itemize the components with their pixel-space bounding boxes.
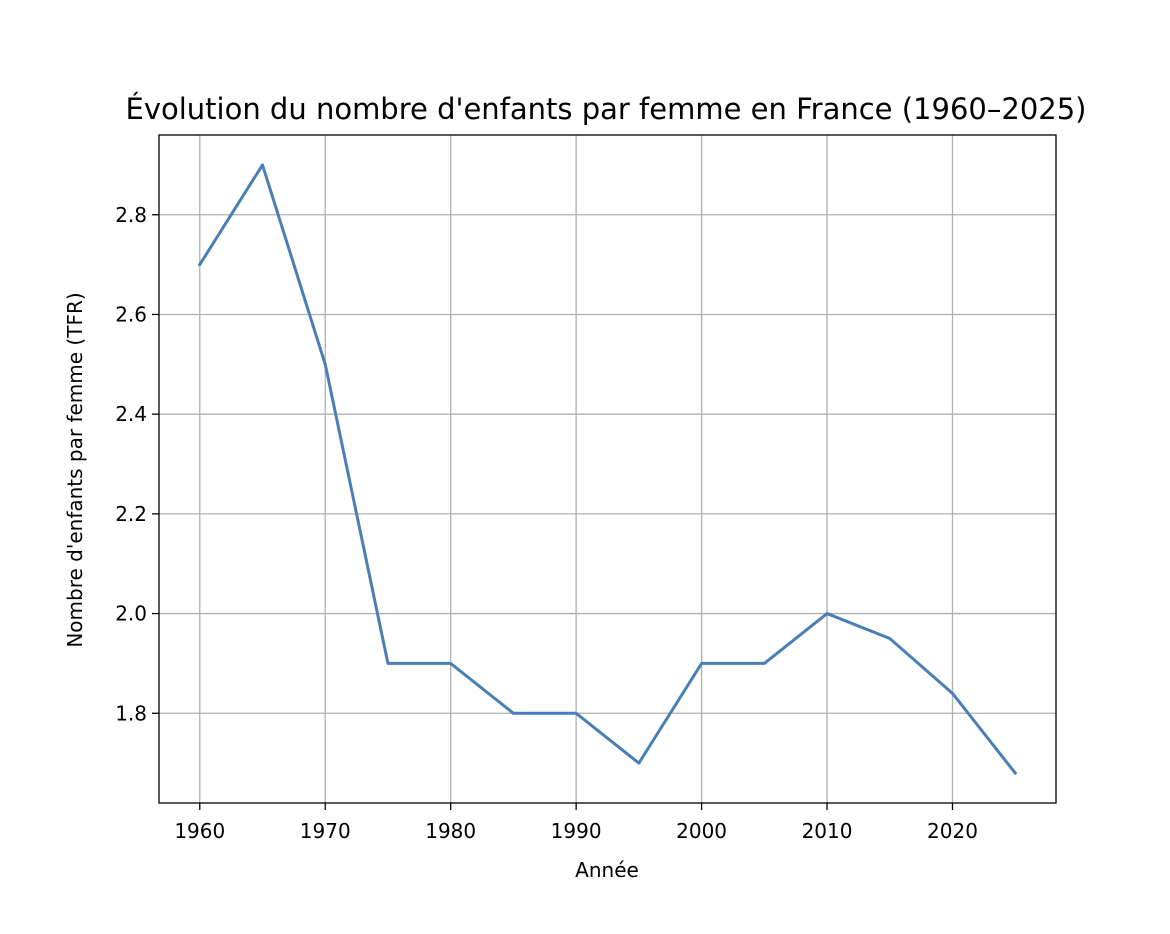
x-tick-label: 1970 bbox=[300, 819, 351, 843]
series-layer bbox=[197, 163, 1018, 776]
chart-title: Évolution du nombre d'enfants par femme … bbox=[126, 92, 1087, 126]
x-tick-label: 1980 bbox=[425, 819, 476, 843]
x-tick-label: 2010 bbox=[802, 819, 853, 843]
x-tick-label: 2000 bbox=[676, 819, 727, 843]
y-tick-label: 2.4 bbox=[115, 402, 147, 426]
y-tick-label: 2.2 bbox=[115, 502, 147, 526]
x-tick-label: 2020 bbox=[927, 819, 978, 843]
plot-frame bbox=[158, 134, 1057, 804]
y-tick-label: 2.0 bbox=[115, 602, 147, 626]
y-tick-label: 2.8 bbox=[115, 203, 147, 227]
x-axis-label: Année bbox=[575, 858, 639, 882]
series-line bbox=[197, 163, 1018, 776]
grid bbox=[159, 135, 1056, 803]
x-tick-label: 1990 bbox=[551, 819, 602, 843]
y-axis-label: Nombre d'enfants par femme (TFR) bbox=[63, 292, 87, 647]
y-tick-label: 1.8 bbox=[115, 701, 147, 725]
ticks: 1960 1970 1980 1990 2000 2010 2020 1.8 2.0 2.2 2.4… bbox=[115, 203, 978, 843]
y-tick-label: 2.6 bbox=[115, 302, 147, 326]
x-tick-label: 1960 bbox=[174, 819, 225, 843]
